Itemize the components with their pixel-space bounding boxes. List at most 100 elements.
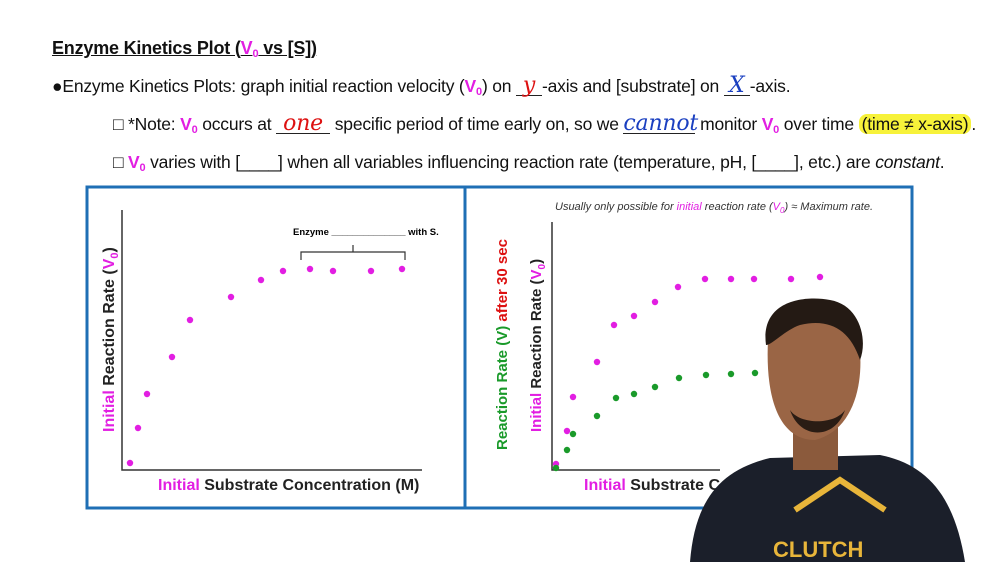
bullet: □ V0 varies with [____] when all variabl… <box>113 152 945 174</box>
bullet-text: V <box>464 76 477 96</box>
bullet-text: □ <box>113 152 129 172</box>
label-part: Reaction Rate ( <box>528 279 545 392</box>
bullet-text: 0 <box>476 86 482 98</box>
dot <box>367 267 375 275</box>
shirt-text: CLUTCH <box>773 537 863 562</box>
bullet-text: ●Enzyme Kinetics Plots: graph initial re… <box>52 76 465 96</box>
dot <box>727 370 735 378</box>
note-part: reaction rate ( <box>702 201 774 213</box>
label-part: Reaction Rate (V) <box>494 326 511 450</box>
annotation: Enzyme ______________ with S. <box>293 227 439 238</box>
bullet-text: over time <box>779 114 859 134</box>
dot <box>563 446 571 454</box>
dot <box>329 267 337 275</box>
hair <box>765 298 863 360</box>
label-part: ) <box>528 259 545 264</box>
y-axis-label: Initial Reaction Rate (V0) <box>101 247 121 432</box>
axis <box>121 210 422 471</box>
label-part: Substrate Concentration (M) <box>200 477 420 494</box>
label-part: after 30 sec <box>494 239 511 326</box>
dot <box>563 427 571 435</box>
dot <box>134 424 142 432</box>
handwritten-answer: cannot <box>623 111 699 136</box>
bullet: ●Enzyme Kinetics Plots: graph initial re… <box>52 75 791 99</box>
dot <box>612 394 620 402</box>
dot <box>701 275 709 283</box>
dot <box>569 393 577 401</box>
handwritten-answer: y <box>515 75 542 97</box>
bullet: □ *Note: V0 occurs at one specific perio… <box>113 111 977 137</box>
dot <box>610 321 618 329</box>
dot <box>569 430 577 438</box>
dot <box>675 374 683 382</box>
note-part: V <box>773 201 782 213</box>
dot <box>593 358 601 366</box>
x-axis-label: Initial Substrate Concentration (M) <box>158 477 419 494</box>
bullet-text: . <box>971 114 977 134</box>
bullet-text: V <box>128 152 140 172</box>
dot <box>651 383 659 391</box>
dot <box>168 353 176 361</box>
dot <box>279 267 287 275</box>
bullet-text: 0 <box>773 124 780 136</box>
dot <box>750 275 758 283</box>
bullet-text: constant <box>875 152 940 172</box>
dot <box>552 464 560 472</box>
bullet-text: ) on <box>481 76 516 96</box>
dot <box>751 369 759 377</box>
note-part: 0 <box>780 206 785 215</box>
bullet-text: V <box>180 114 192 134</box>
plot-frame <box>463 185 914 510</box>
dots <box>126 265 406 467</box>
bracket <box>300 245 406 260</box>
logo <box>793 476 887 513</box>
label-part: 0 <box>109 253 121 259</box>
bullet-text: monitor <box>695 114 762 134</box>
axis <box>551 222 720 471</box>
bullet-text: V <box>761 114 774 134</box>
bullet-text: occurs at <box>197 114 277 134</box>
bullet-text: . <box>939 152 945 172</box>
label-part: Substrate C <box>626 477 721 494</box>
dot <box>126 459 134 467</box>
dots <box>552 273 824 468</box>
label-part: ) <box>101 247 118 252</box>
dots <box>552 369 759 472</box>
dot <box>630 390 638 398</box>
dot <box>143 390 151 398</box>
note: Usually only possible for initial reacti… <box>555 201 873 215</box>
label-part: Reaction Rate ( <box>101 269 118 391</box>
note-part: Usually only possible for <box>555 201 677 213</box>
label-part: V <box>101 258 118 269</box>
dot <box>306 265 314 273</box>
y-axis-label: Initial Reaction Rate (V0) <box>528 259 548 432</box>
title-text: Enzyme Kinetics Plot ( <box>52 38 241 58</box>
title-text: V <box>240 38 253 58</box>
label-part: Initial <box>101 390 118 432</box>
bullet-text: -axis and [substrate] on <box>541 76 724 96</box>
label-part: Initial <box>584 477 626 494</box>
y-axis-label: Reaction Rate (V) after 30 sec <box>494 239 511 450</box>
label-part: Initial <box>528 393 545 432</box>
title: Enzyme Kinetics Plot (V0 vs [S]) <box>52 38 317 60</box>
bullet-text: varies with [____] when all variables in… <box>145 152 876 172</box>
bullet-text: 0 <box>139 162 146 174</box>
handwritten-answer: X <box>723 75 750 97</box>
dot <box>227 293 235 301</box>
bullet-text: specific period of time early on, so we <box>330 114 624 134</box>
dot <box>702 371 710 379</box>
shirt <box>690 455 965 562</box>
beard <box>790 410 845 433</box>
dot <box>674 283 682 291</box>
note-part: initial <box>677 201 703 213</box>
bullet-text: -axis. <box>749 76 791 96</box>
dot <box>257 276 265 284</box>
dot <box>727 275 735 283</box>
dot <box>186 316 194 324</box>
x-axis-label: Initial Substrate C <box>584 477 720 494</box>
label-part: 0 <box>537 263 548 269</box>
note-part: ) ≈ Maximum rate. <box>782 201 873 213</box>
